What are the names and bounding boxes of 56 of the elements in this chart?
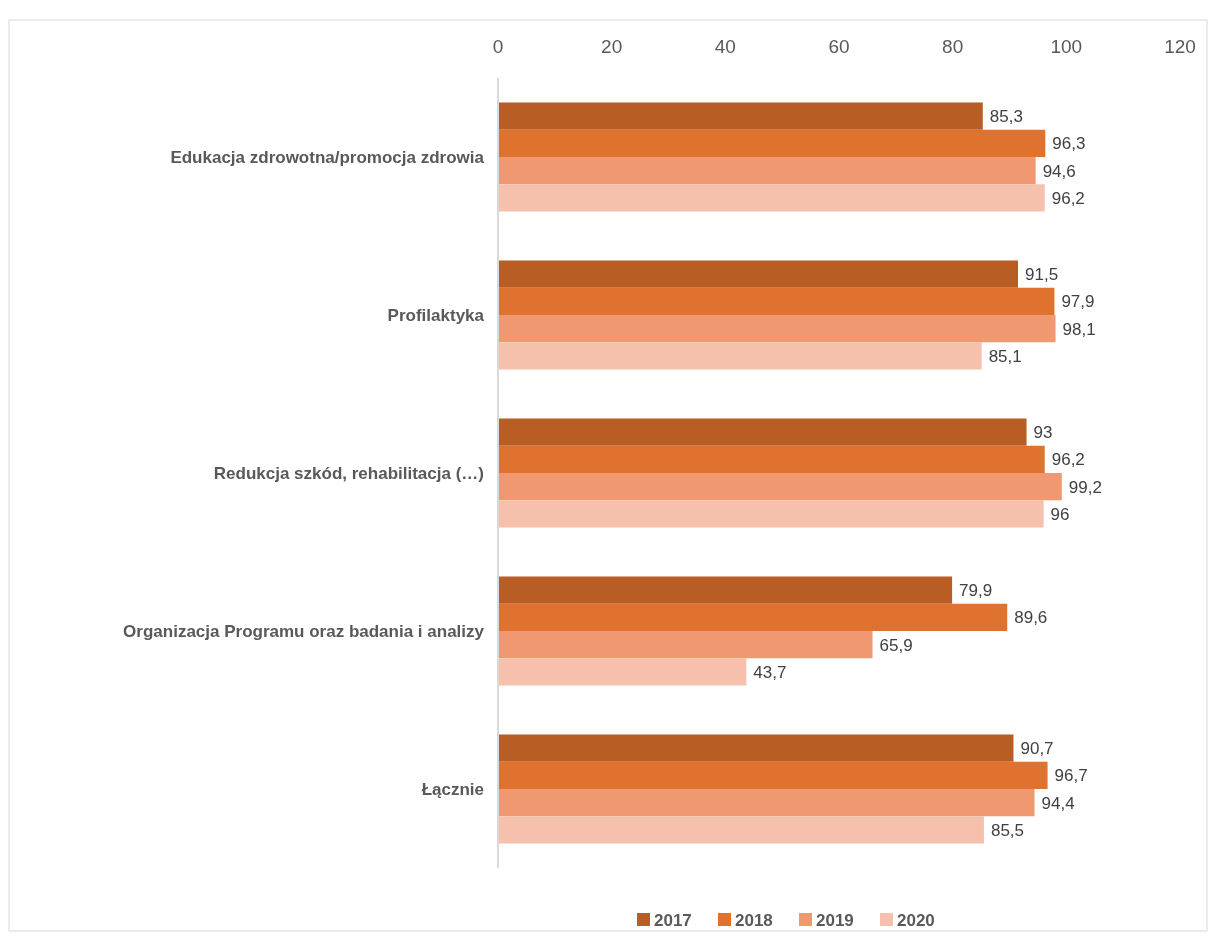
- data-label: 96,2: [1051, 450, 1085, 470]
- data-label: 93: [1033, 423, 1053, 443]
- bar: [498, 658, 747, 686]
- data-label: 99,2: [1068, 477, 1102, 497]
- y-tick-label: Edukacja zdrowotna/promocja zdrowia: [170, 147, 485, 167]
- bar: [498, 184, 1045, 212]
- legend-label: 2017: [654, 910, 692, 930]
- y-tick-label: Redukcja szkód, rehabilitacja (…): [213, 463, 484, 483]
- data-label: 43,7: [753, 662, 787, 682]
- data-label: 89,6: [1014, 608, 1048, 628]
- legend-label: 2020: [897, 910, 935, 930]
- bar: [498, 260, 1019, 288]
- data-label: 96,2: [1051, 188, 1085, 208]
- data-label: 98,1: [1062, 319, 1096, 339]
- bar: [498, 315, 1056, 343]
- bar: [498, 287, 1055, 315]
- x-tick-label: 80: [942, 36, 964, 57]
- x-tick-label: 20: [601, 36, 623, 57]
- bar: [498, 129, 1046, 157]
- x-tick-label: 60: [828, 36, 850, 57]
- data-label: 96,3: [1052, 134, 1086, 154]
- data-label: 65,9: [879, 635, 913, 655]
- data-label: 90,7: [1020, 739, 1054, 759]
- y-tick-label: Profilaktyka: [387, 305, 485, 325]
- data-label: 85,5: [990, 820, 1025, 840]
- bar: [498, 102, 983, 130]
- bar: [498, 342, 982, 370]
- bar: [498, 418, 1027, 446]
- data-label: 91,5: [1025, 265, 1059, 285]
- legend-label: 2019: [816, 910, 854, 930]
- bar: [498, 761, 1048, 789]
- y-tick-label: Łącznie: [421, 779, 484, 799]
- bar: [498, 816, 984, 844]
- bar: [498, 157, 1036, 185]
- bar: [498, 473, 1062, 501]
- legend-label: 2018: [735, 910, 773, 930]
- x-tick-label: 0: [492, 36, 504, 57]
- x-tick-label: 100: [1050, 36, 1083, 57]
- data-label: 94,4: [1041, 793, 1075, 813]
- bar: [498, 603, 1008, 631]
- data-label: 97,9: [1061, 292, 1095, 312]
- y-tick-label: Organizacja Programu oraz badania i analizy: [123, 621, 485, 641]
- bar: [498, 500, 1044, 528]
- bar: [498, 734, 1014, 762]
- bar: [498, 631, 873, 659]
- data-label: 96,7: [1054, 766, 1088, 786]
- data-label: 79,9: [959, 581, 993, 601]
- x-tick-label: 40: [714, 36, 736, 57]
- data-label: 94,6: [1042, 161, 1076, 181]
- bar: [498, 576, 953, 604]
- bar: [498, 445, 1045, 473]
- bar: [498, 789, 1035, 817]
- data-label: 96: [1050, 504, 1070, 524]
- data-label: 85,1: [988, 346, 1022, 366]
- x-tick-label: 120: [1164, 36, 1196, 57]
- data-label: 85,3: [989, 107, 1023, 127]
